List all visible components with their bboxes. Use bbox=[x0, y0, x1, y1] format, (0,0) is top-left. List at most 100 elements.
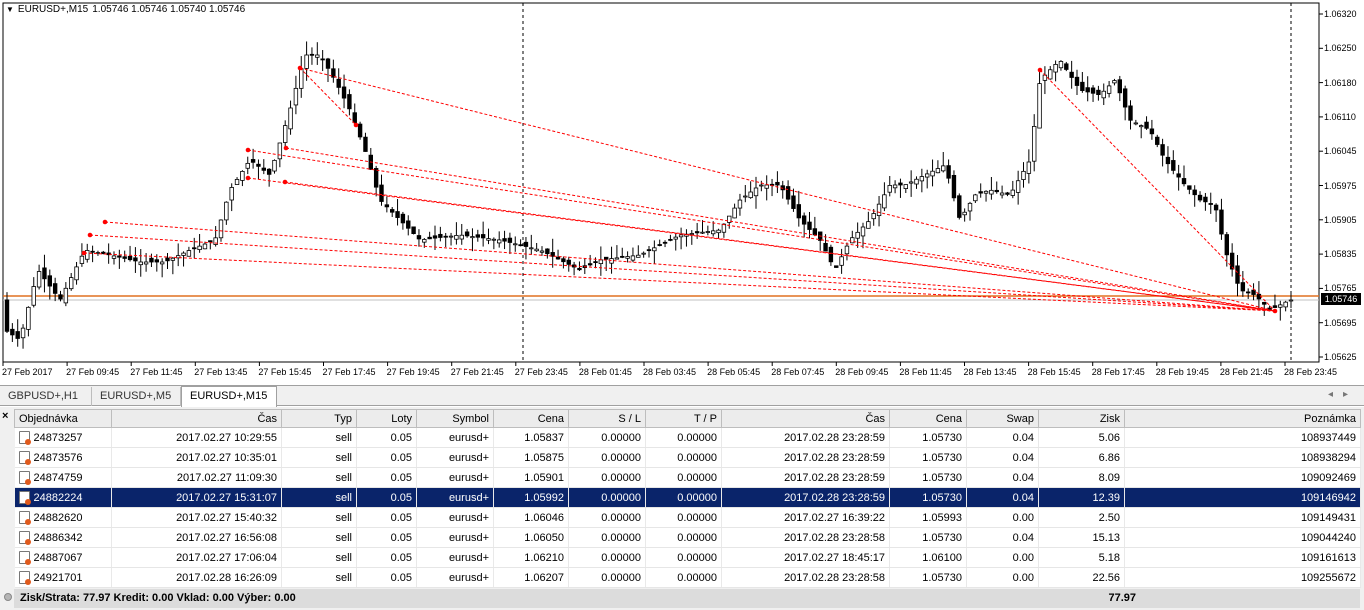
candle-body bbox=[930, 170, 935, 177]
candle-body bbox=[127, 255, 133, 261]
time-tick-label: 27 Feb 13:45 bbox=[194, 367, 248, 377]
candle-body bbox=[983, 190, 989, 194]
chart-ohlc: 1.05746 1.05746 1.05740 1.05746 bbox=[92, 4, 246, 15]
time-tick-label: 27 Feb 15:45 bbox=[258, 367, 312, 377]
candle-body bbox=[36, 271, 42, 288]
candle-body bbox=[598, 259, 604, 265]
candle-body bbox=[641, 252, 646, 255]
column-header[interactable]: Zisk bbox=[1038, 409, 1125, 428]
candle-body bbox=[47, 275, 52, 287]
chart-area[interactable]: ▼ EURUSD+,M15 1.05746 1.05746 1.05740 1.… bbox=[0, 0, 1364, 384]
candle-body bbox=[315, 54, 320, 58]
candle-body bbox=[85, 250, 90, 260]
candle-body bbox=[828, 246, 834, 263]
trade-open-marker bbox=[102, 219, 108, 225]
candle-body bbox=[10, 328, 15, 336]
candle-body bbox=[630, 255, 636, 261]
candle-body bbox=[764, 184, 769, 189]
time-tick-label: 27 Feb 11:45 bbox=[130, 367, 183, 377]
table-row[interactable]: 24874759 2017.02.27 11:09:30 sell 0.05 eurus… bbox=[14, 467, 1361, 488]
table-row[interactable]: 24873576 2017.02.27 10:35:01 sell 0.05 eurus… bbox=[14, 447, 1361, 468]
close-icon[interactable]: × bbox=[2, 410, 9, 422]
candle-body bbox=[967, 202, 973, 212]
candle-body bbox=[1149, 128, 1155, 135]
time-tick-label: 27 Feb 19:45 bbox=[386, 367, 440, 377]
table-cell: 0.00000 bbox=[568, 427, 646, 448]
candle-body bbox=[1144, 121, 1149, 129]
candle-body bbox=[748, 191, 753, 199]
candle-body bbox=[282, 125, 288, 143]
table-cell: 0.00000 bbox=[645, 467, 722, 488]
column-header[interactable]: Symbol bbox=[416, 409, 494, 428]
candle-body bbox=[250, 159, 256, 163]
table-row[interactable]: 24921701 2017.02.28 16:26:09 sell 0.05 eurus… bbox=[14, 567, 1361, 588]
table-cell: 5.18 bbox=[1038, 547, 1125, 568]
candle-body bbox=[26, 306, 31, 330]
column-header[interactable]: Čas bbox=[111, 409, 282, 428]
chart-tab[interactable]: EURUSD+,M15 bbox=[181, 386, 277, 407]
candle-body bbox=[427, 236, 432, 240]
candle-body bbox=[855, 231, 860, 239]
candle-body bbox=[1021, 170, 1026, 180]
candle-body bbox=[668, 238, 673, 241]
time-tick-label: 28 Feb 15:45 bbox=[1027, 367, 1081, 377]
order-id: 24882620 bbox=[33, 511, 83, 524]
trade-open-marker bbox=[81, 250, 87, 256]
table-cell: 0.05 bbox=[356, 427, 417, 448]
column-header[interactable]: T / P bbox=[645, 409, 722, 428]
table-cell: 0.00 bbox=[966, 567, 1039, 588]
candle-body bbox=[523, 241, 529, 247]
time-tick-label: 27 Feb 21:45 bbox=[450, 367, 504, 377]
candle-body bbox=[614, 257, 620, 260]
column-header[interactable]: Cena bbox=[889, 409, 967, 428]
table-cell: 2017.02.28 23:28:59 bbox=[721, 467, 890, 488]
candle-body bbox=[1235, 265, 1240, 284]
candle-body bbox=[245, 162, 250, 169]
price-tick-label: 1.05835 bbox=[1324, 249, 1357, 260]
price-chart[interactable] bbox=[0, 0, 1364, 384]
chart-tab[interactable]: EURUSD+,M5 bbox=[92, 387, 181, 406]
tab-scroll-arrows[interactable]: ◂▸ bbox=[1327, 389, 1358, 400]
candle-body bbox=[138, 261, 143, 266]
candle-body bbox=[15, 331, 20, 339]
column-header[interactable]: Typ bbox=[281, 409, 357, 428]
candle-body bbox=[475, 234, 480, 238]
column-header[interactable]: Objednávka bbox=[14, 409, 112, 428]
table-cell: 2017.02.28 23:28:58 bbox=[721, 567, 890, 588]
column-header[interactable]: Čas bbox=[721, 409, 890, 428]
candle-body bbox=[79, 255, 85, 264]
candle-body bbox=[919, 176, 925, 182]
table-row[interactable]: 24873257 2017.02.27 10:29:55 sell 0.05 eurus… bbox=[14, 427, 1361, 448]
table-row[interactable]: 24882224 2017.02.27 15:31:07 sell 0.05 eurus… bbox=[14, 487, 1361, 508]
table-row[interactable]: 24886342 2017.02.27 16:56:08 sell 0.05 eurus… bbox=[14, 527, 1361, 548]
column-header[interactable]: Swap bbox=[966, 409, 1039, 428]
candle-body bbox=[1117, 79, 1122, 94]
table-row[interactable]: 24882620 2017.02.27 15:40:32 sell 0.05 eurus… bbox=[14, 507, 1361, 528]
chart-tab[interactable]: GBPUSD+,H1 bbox=[0, 387, 92, 406]
price-tick-label: 1.06180 bbox=[1324, 77, 1357, 88]
sell-order-icon bbox=[18, 551, 31, 565]
column-header[interactable]: S / L bbox=[568, 409, 646, 428]
column-header[interactable]: Cena bbox=[493, 409, 569, 428]
time-tick-label: 27 Feb 23:45 bbox=[514, 367, 568, 377]
candle-body bbox=[63, 287, 69, 304]
column-header[interactable]: Poznámka bbox=[1124, 409, 1361, 428]
candle-body bbox=[154, 259, 159, 263]
table-cell: 0.05 bbox=[356, 467, 417, 488]
table-cell: sell bbox=[281, 447, 357, 468]
table-cell: 2017.02.28 23:28:58 bbox=[721, 527, 890, 548]
candle-body bbox=[727, 215, 732, 223]
table-row[interactable]: 24887067 2017.02.27 17:06:04 sell 0.05 eurus… bbox=[14, 547, 1361, 568]
table-cell: sell bbox=[281, 567, 357, 588]
candle-body bbox=[876, 203, 882, 216]
candle-body bbox=[636, 254, 641, 258]
candle-body bbox=[31, 286, 36, 306]
dropdown-triangle-icon[interactable]: ▼ bbox=[6, 5, 14, 14]
table-cell: 2017.02.27 10:29:55 bbox=[111, 427, 282, 448]
candle-body bbox=[111, 255, 117, 259]
chart-tab-bar: GBPUSD+,H1 EURUSD+,M5 EURUSD+,M15 ◂▸ bbox=[0, 385, 1364, 407]
candle-body bbox=[1053, 64, 1058, 73]
candle-body bbox=[309, 53, 315, 56]
column-header[interactable]: Loty bbox=[356, 409, 417, 428]
table-cell: 1.05875 bbox=[493, 447, 569, 468]
